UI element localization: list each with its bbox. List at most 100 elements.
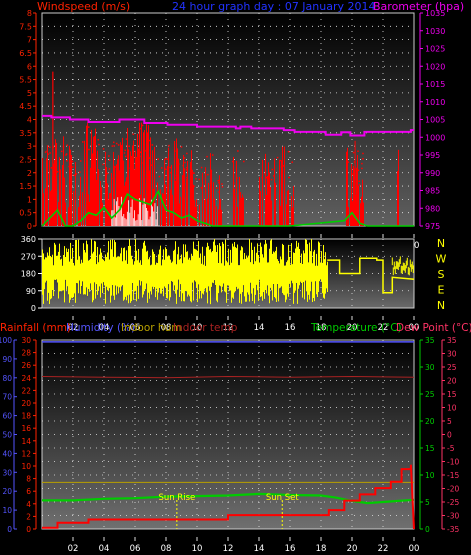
compass-letter: E: [438, 284, 445, 297]
wind-tick-label: 7.5: [19, 22, 32, 31]
gust-dot: [180, 146, 183, 148]
temperature-axis: 0 5 10 15 20 25 30 35: [419, 336, 435, 534]
gust-dot: [125, 138, 128, 140]
gust-dot: [75, 173, 77, 175]
temperature-tick-label: 25: [425, 390, 435, 399]
gust-dot: [218, 191, 220, 193]
gust-dot: [211, 154, 214, 156]
baro-tick-label: 1025: [425, 45, 445, 54]
baro-tick-label: 1015: [425, 80, 445, 89]
humidity-axis: 0 10 20 30 40 50 60 70 80 90 100: [0, 336, 17, 534]
gust-dot: [151, 144, 154, 146]
gust-dot: [352, 151, 355, 154]
rain-tick-label: 26: [21, 361, 31, 370]
dew-tick-label: -25: [447, 498, 459, 507]
gust-dot: [102, 163, 104, 166]
direction-series: [42, 239, 415, 305]
gust-dot: [106, 172, 109, 175]
wind-tick-label: 0.5: [19, 209, 32, 218]
chart-title: 24 hour graph day : 07 January 2014: [172, 0, 376, 13]
humidity-tick-label: 40: [2, 449, 12, 458]
gust-dot: [195, 177, 197, 180]
rain-tick-label: 30: [21, 336, 31, 345]
baro-tick-label: 995: [425, 151, 440, 160]
gust-dot: [124, 149, 126, 152]
indoor-hum-title: Indoor hum: [121, 322, 181, 334]
wind-tick-label: 7: [27, 36, 32, 45]
baro-tick-label: 1010: [425, 98, 445, 107]
gust-dot: [108, 159, 111, 161]
wind-tick-label: 0: [27, 222, 32, 231]
gust-dot: [66, 160, 68, 162]
gust-dot: [282, 165, 285, 167]
gust-dot: [65, 154, 67, 156]
gust-dot: [144, 150, 146, 152]
gust-dot: [139, 151, 142, 153]
direction-tick-label: 270: [21, 252, 36, 261]
x-tick-label: 04: [99, 544, 110, 554]
dew-tick-label: -5: [447, 444, 455, 453]
humidity-tick-label: 10: [2, 506, 12, 515]
rain-tick-label: 10: [21, 462, 31, 471]
gust-dot: [183, 157, 186, 159]
rain-tick-label: 4: [26, 500, 31, 509]
x-tick-label: 08: [161, 323, 172, 333]
gust-dot: [177, 163, 180, 165]
gust-dot: [198, 178, 200, 181]
gust-dot: [96, 157, 99, 160]
gust-dot: [148, 157, 150, 159]
sunset-label: Sun Set: [266, 493, 299, 503]
gust-dot: [261, 176, 264, 179]
gust-dot: [237, 150, 239, 152]
gust-dot: [54, 164, 56, 166]
temperature-tick-label: 35: [425, 336, 435, 345]
direction-tick-label: 180: [21, 270, 36, 279]
gust-dot: [200, 166, 203, 169]
gust-dot: [217, 179, 219, 182]
rain-tick-label: 20: [21, 399, 31, 408]
rain-tick-label: 28: [21, 349, 31, 358]
gust-dot: [71, 166, 74, 168]
gust-dot: [358, 180, 360, 182]
humidity-tick-label: 80: [2, 374, 12, 383]
gust-dot: [104, 169, 107, 172]
x-tick-label: 22: [378, 544, 389, 554]
gust-dot: [270, 178, 273, 181]
humidity-tick-label: 30: [2, 468, 12, 477]
gust-dot: [280, 166, 283, 168]
wind-tick-label: 5.5: [19, 76, 32, 85]
x-tick-label: 16: [285, 323, 296, 333]
wind-tick-label: 2: [27, 169, 32, 178]
gust-dot: [164, 157, 167, 160]
direction-tick-label: 360: [21, 235, 36, 244]
gust-dot: [112, 177, 114, 180]
rain-tick-label: 24: [21, 374, 31, 383]
compass-letter: S: [438, 268, 445, 281]
gust-dot: [140, 155, 142, 158]
gust-dot: [87, 126, 90, 128]
gust-dot: [166, 158, 169, 160]
gust-dot: [44, 151, 47, 153]
gust-dot: [206, 155, 208, 158]
rain-tick-label: 16: [21, 424, 31, 433]
baro-tick-label: 1020: [425, 62, 445, 71]
gust-dot: [169, 166, 171, 169]
x-tick-label: 12: [223, 323, 234, 333]
wind-tick-label: 3: [27, 142, 32, 151]
wind-grid: [42, 13, 414, 226]
baro-tick-label: 985: [425, 187, 440, 196]
x-tick-label: 00: [409, 323, 420, 333]
gust-dot: [168, 144, 170, 147]
gust-dot: [102, 148, 105, 150]
baro-tick-label: 1005: [425, 116, 445, 125]
gust-dot: [182, 164, 184, 167]
wind-tick-label: 1: [27, 195, 32, 204]
gust-dot: [140, 127, 142, 130]
gust-dot: [71, 160, 74, 163]
direction-steady-line: [327, 257, 415, 294]
gust-dot: [287, 150, 290, 153]
gust-dot: [128, 145, 131, 147]
gust-dot: [207, 173, 209, 176]
gust-dot: [232, 182, 235, 184]
